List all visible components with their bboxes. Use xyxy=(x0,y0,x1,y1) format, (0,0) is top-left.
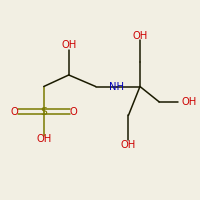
Text: OH: OH xyxy=(36,134,51,144)
Text: OH: OH xyxy=(61,40,76,50)
Text: NH: NH xyxy=(109,82,124,92)
Text: S: S xyxy=(40,107,47,117)
Text: O: O xyxy=(11,107,18,117)
Text: OH: OH xyxy=(181,97,197,107)
Text: OH: OH xyxy=(121,140,136,150)
Text: O: O xyxy=(69,107,77,117)
Text: OH: OH xyxy=(132,31,148,41)
